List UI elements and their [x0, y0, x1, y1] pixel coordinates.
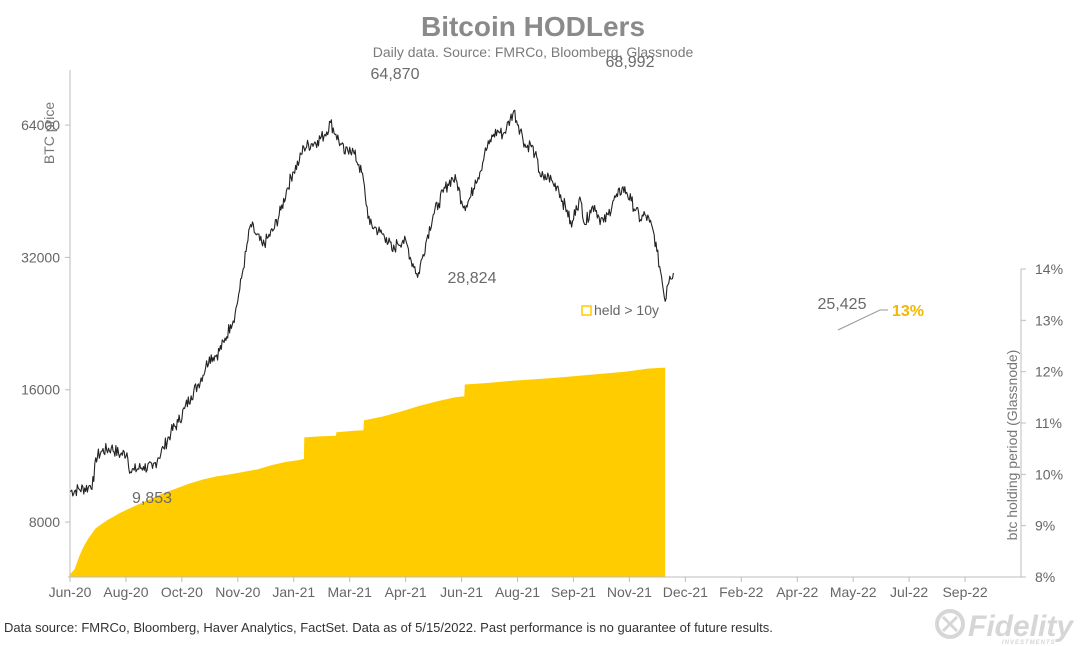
right-axis-label: btc holding period (Glassnode) [1004, 350, 1020, 541]
tick-labels-layer: Jun-20 Aug-20 Oct-20 Nov-20 Jan-21 Mar-21 Apr-… [21, 117, 1063, 600]
axes-layer [65, 70, 1026, 582]
right-tick-label: 9% [1035, 518, 1055, 534]
left-axis-label: BTC price [41, 102, 57, 164]
right-tick-label: 12% [1035, 364, 1063, 380]
x-tick-label: Sep-22 [942, 584, 987, 600]
x-tick-label: Dec-21 [663, 584, 708, 600]
callout-value: 13% [892, 303, 924, 320]
right-tick-label: 10% [1035, 466, 1063, 482]
annotation-low-may22: 25,425 [818, 296, 867, 313]
x-tick-label: Jan-21 [272, 584, 315, 600]
left-tick-label: 8000 [29, 514, 60, 530]
right-tick-label: 8% [1035, 569, 1055, 585]
x-tick-label: Jun-21 [440, 584, 483, 600]
x-tick-label: May-22 [830, 584, 877, 600]
x-tick-label: Oct-20 [161, 584, 203, 600]
legend-swatch [581, 305, 592, 316]
x-tick-label: Apr-22 [776, 584, 818, 600]
left-tick-label: 32000 [21, 249, 60, 265]
x-tick-label: Aug-21 [495, 584, 540, 600]
btc-price-line [69, 109, 674, 497]
annotation-high-nov21: 68,992 [606, 54, 655, 71]
left-tick-label: 16000 [21, 382, 60, 398]
price-line-layer [69, 109, 674, 497]
right-tick-label: 13% [1035, 312, 1063, 328]
x-tick-label: Aug-20 [103, 584, 148, 600]
holding-area-layer [70, 367, 666, 577]
annotation-low-aug20: 9,853 [132, 490, 172, 507]
fidelity-logo: Fidelity INVESTMENTS [935, 609, 1074, 646]
right-tick-label: 11% [1035, 415, 1062, 431]
right-tick-label: 14% [1035, 261, 1063, 277]
x-tick-label: Jul-22 [890, 584, 928, 600]
logo-wordmark: Fidelity [968, 610, 1074, 643]
holding-area [70, 367, 666, 577]
x-tick-label: Nov-20 [215, 584, 260, 600]
x-tick-label: Feb-22 [719, 584, 764, 600]
legend-label: held > 10y [594, 302, 659, 318]
annotation-high-apr21: 64,870 [371, 66, 420, 83]
x-tick-label: Sep-21 [551, 584, 596, 600]
x-tick-label: Mar-21 [328, 584, 373, 600]
footer-source: Data source: FMRCo, Bloomberg, Haver Ana… [4, 620, 773, 635]
x-tick-label: Nov-21 [607, 584, 652, 600]
chart-subtitle: Daily data. Source: FMRCo, Bloomberg, Gl… [373, 44, 694, 60]
x-tick-label: Apr-21 [385, 584, 427, 600]
chart-title: Bitcoin HODLers [421, 11, 645, 42]
annotation-low-jul21: 28,824 [448, 270, 497, 287]
logo-subtext: INVESTMENTS [1002, 640, 1056, 646]
left-tick-label: 64000 [21, 117, 60, 133]
callout-leader [837, 309, 888, 331]
x-tick-label: Jun-20 [49, 584, 92, 600]
